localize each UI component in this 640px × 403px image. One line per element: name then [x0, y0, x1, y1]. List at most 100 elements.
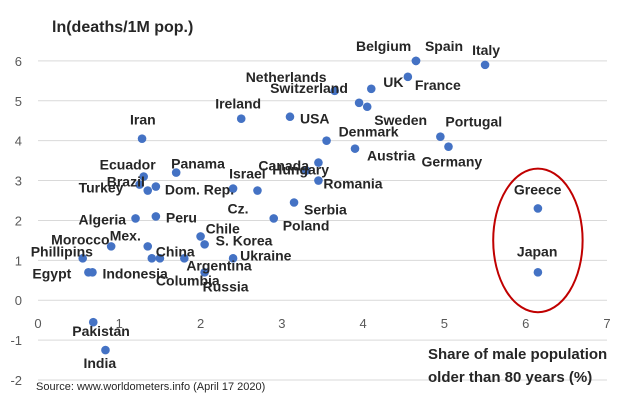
- point-label-italy: Italy: [472, 42, 500, 58]
- y-tick-label: -1: [10, 333, 22, 348]
- point-columbia: [155, 254, 165, 263]
- point-india: [101, 345, 110, 355]
- point-portugal: [436, 132, 445, 141]
- point-usa: [285, 112, 295, 122]
- point-spain: [411, 56, 421, 66]
- point-russia: [200, 268, 209, 277]
- point-label-ecuador: Ecuador: [100, 157, 157, 173]
- point-turkey: [135, 180, 144, 189]
- y-tick-label: 2: [15, 213, 22, 228]
- y-tick-label: 0: [15, 293, 22, 308]
- point-romania: [314, 176, 323, 185]
- point-hungary: [301, 166, 311, 175]
- point-japan: [533, 268, 543, 277]
- point-label-pakistan: Pakistan: [72, 323, 130, 339]
- point-label-brazil: Brazil: [107, 174, 145, 190]
- point-china: [147, 254, 157, 263]
- point-label-serbia: Serbia: [304, 201, 347, 217]
- point-panama: [171, 168, 181, 177]
- point-label-usa: USA: [300, 111, 330, 127]
- x-tick-label: 5: [441, 316, 448, 331]
- point-brazil: [143, 186, 153, 195]
- y-axis-label: ln(deaths/1M pop.): [52, 19, 193, 36]
- y-tick-label: 3: [15, 174, 22, 189]
- point-indonesia: [88, 268, 97, 277]
- x-tick-label: 1: [116, 316, 123, 331]
- point-label-spain: Spain: [425, 38, 463, 54]
- point-label-sweden: Sweden: [374, 112, 427, 128]
- point-label-dom-rep: Dom. Rep.: [165, 182, 234, 198]
- point-chile: [196, 232, 205, 241]
- point-israel: [228, 184, 238, 193]
- point-austria: [350, 144, 360, 153]
- point-label-russia: Russia: [203, 278, 249, 294]
- point-iran: [137, 134, 147, 143]
- x-axis-label-line2: older than 80 years (%): [428, 369, 592, 386]
- point-label-peru: Peru: [166, 209, 197, 225]
- y-tick-label: -2: [10, 373, 22, 388]
- x-tick-label: 2: [197, 316, 204, 331]
- point-ireland: [236, 114, 246, 124]
- point-label-turkey: Turkey: [79, 180, 124, 196]
- data-points: [78, 56, 543, 355]
- point-label-belgium: Belgium: [356, 38, 411, 54]
- point-label-portugal: Portugal: [445, 114, 502, 130]
- point-label-algeria: Algeria: [79, 211, 127, 227]
- point-greece: [533, 204, 543, 213]
- y-tick-label: 4: [15, 134, 22, 149]
- point-canada: [314, 158, 323, 167]
- point-pakistan: [88, 317, 98, 327]
- point-argentina: [180, 254, 189, 263]
- point-labels: Belgium Spain Italy Netherlands France UK Swit…: [31, 38, 562, 371]
- x-axis-label-line1: Share of male population: [428, 346, 607, 363]
- point-poland: [269, 214, 279, 223]
- axis-ticks: -2 -1 0 1 2 3 4 5 6 0 1 2 3 4 5 6 7: [10, 54, 610, 388]
- point-label-iran: Iran: [130, 112, 156, 128]
- highlight-ellipse: [492, 167, 584, 314]
- point-label-s-korea: S. Korea: [216, 232, 273, 248]
- point-label-indonesia: Indonesia: [102, 265, 168, 281]
- point-morocco: [106, 242, 116, 251]
- point-algeria: [131, 214, 140, 223]
- point-label-ukraine: Ukraine: [240, 247, 292, 263]
- point-label-cz: Cz.: [227, 201, 248, 217]
- x-tick-label: 4: [360, 316, 367, 331]
- point-peru: [151, 212, 161, 221]
- point-label-romania: Romania: [323, 176, 382, 192]
- point-label-hungary: Hungary: [272, 162, 329, 178]
- x-tick-label: 6: [522, 316, 529, 331]
- point-serbia: [289, 198, 299, 207]
- point-uk: [366, 84, 376, 94]
- point-sweden: [362, 102, 372, 112]
- highlight-ellipse-group: [492, 167, 584, 314]
- point-label-israel: Israel: [229, 166, 266, 182]
- point-label-morocco: Morocco: [51, 231, 109, 247]
- point-label-phillipins: Phillipins: [31, 243, 93, 259]
- point-label-austria: Austria: [367, 148, 415, 164]
- point-phillipins: [78, 254, 88, 263]
- point-label-mex: Mex.: [110, 227, 141, 243]
- point-switzerland: [354, 98, 364, 108]
- point-italy: [480, 60, 490, 70]
- point-label-switzerland: Switzerland: [270, 80, 348, 96]
- point-s-korea: [200, 240, 209, 249]
- point-label-japan: Japan: [517, 243, 557, 259]
- y-tick-label: 5: [15, 94, 22, 109]
- point-ukraine: [228, 254, 238, 263]
- point-denmark: [322, 136, 331, 145]
- point-netherlands: [330, 86, 339, 96]
- point-label-canada: Canada: [258, 158, 309, 174]
- point-label-denmark: Denmark: [339, 124, 399, 140]
- point-label-uk: UK: [383, 74, 403, 90]
- point-dom-rep: [151, 182, 161, 191]
- point-label-ireland: Ireland: [215, 96, 261, 112]
- y-tick-label: 6: [15, 54, 22, 69]
- point-cz: [253, 186, 262, 195]
- x-tick-label: 0: [34, 316, 41, 331]
- point-label-columbia: Columbia: [156, 272, 220, 288]
- point-label-egypt: Egypt: [32, 265, 71, 281]
- point-label-germany: Germany: [421, 154, 482, 170]
- point-ecuador: [139, 172, 148, 181]
- y-tick-label: 1: [15, 253, 22, 268]
